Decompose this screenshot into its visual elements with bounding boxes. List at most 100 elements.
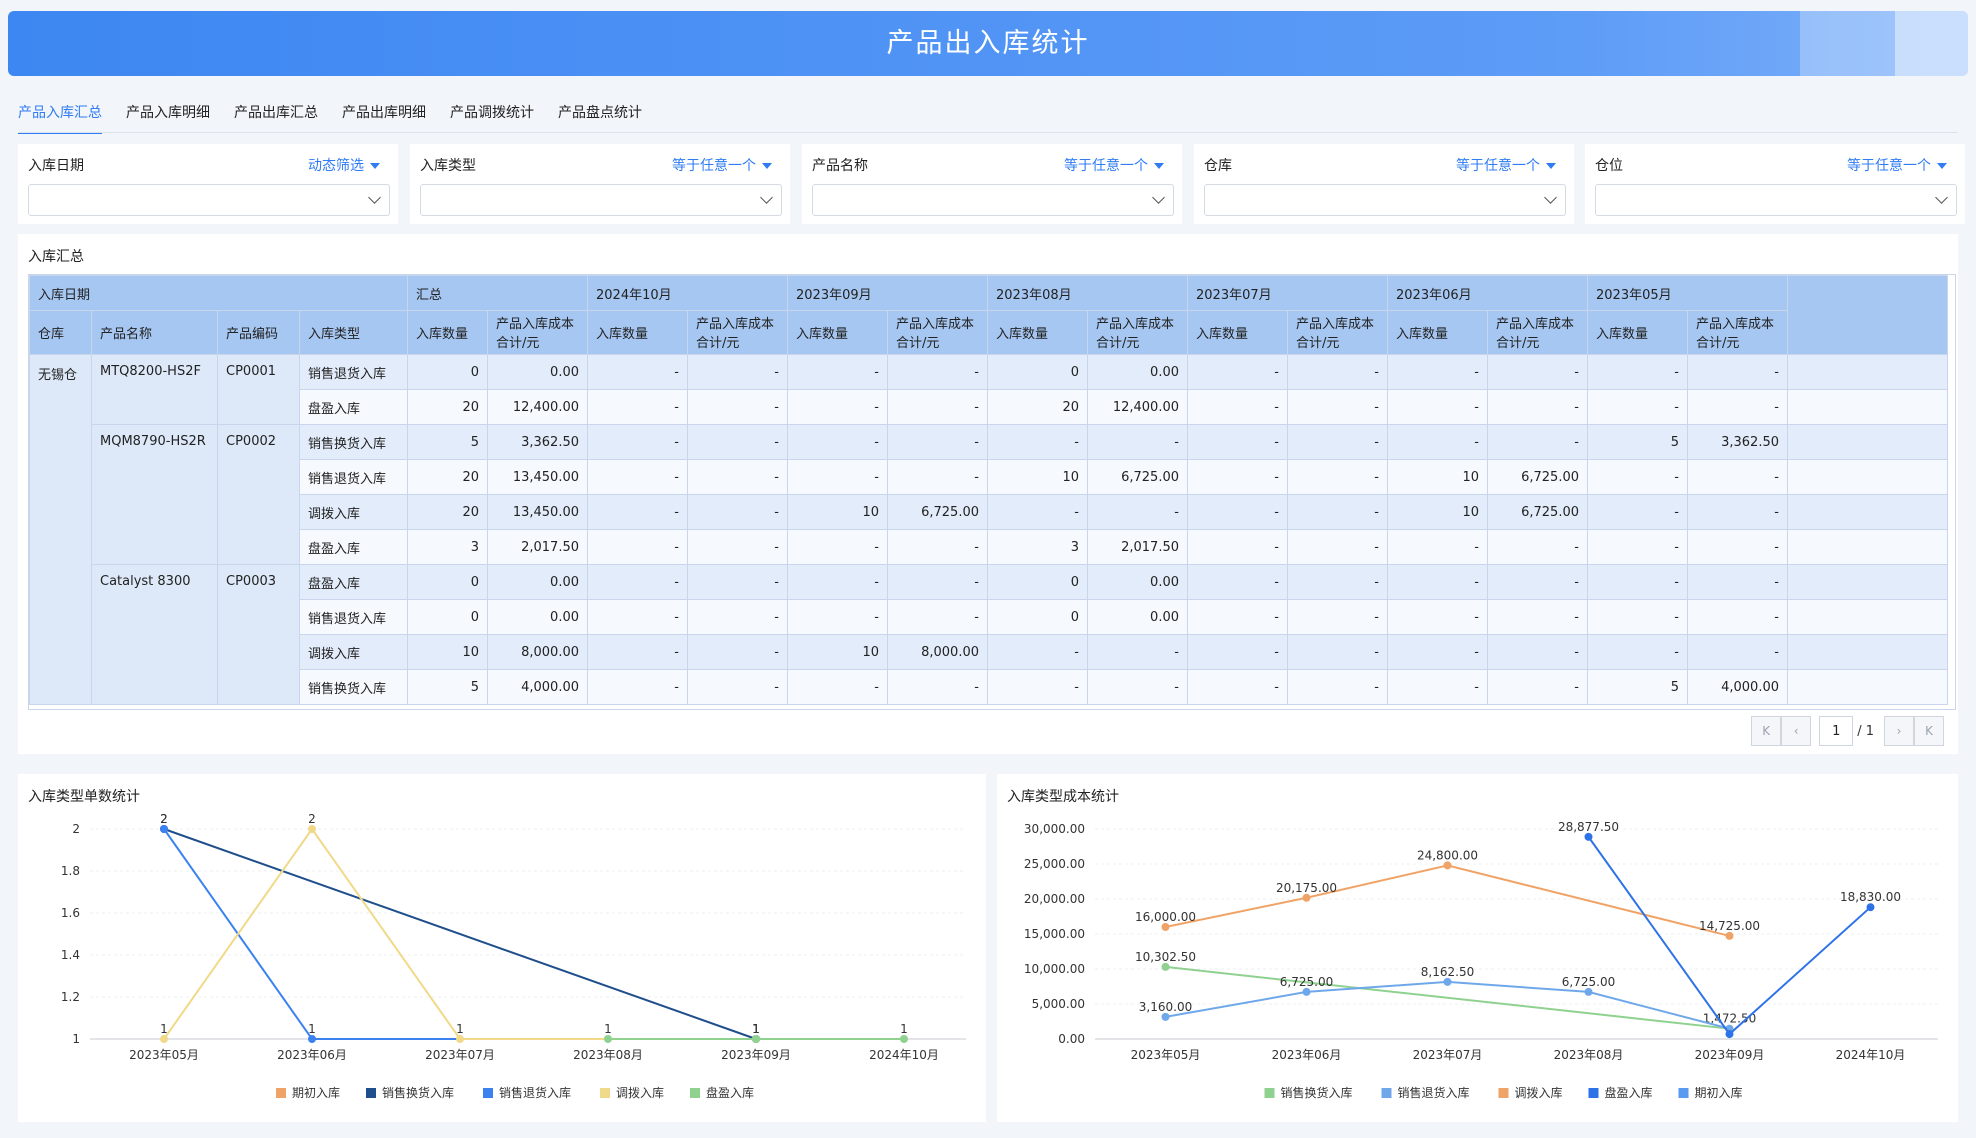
value-cell: -: [1287, 389, 1388, 425]
table-row[interactable]: 盘盈入库 20 12,400.00- - - -20 12,400.00- - - - - -: [30, 389, 1948, 425]
y-tick-label: 20,000.00: [1024, 892, 1085, 906]
value-cell: 0.00: [487, 354, 588, 390]
x-tick-label: 2023年08月: [573, 1048, 643, 1062]
value-cell: -: [1587, 529, 1688, 565]
legend-swatch: [1498, 1088, 1509, 1098]
value-cell: 6,725.00: [1087, 459, 1188, 495]
tab-1[interactable]: 产品入库明细: [126, 105, 210, 121]
tab-5[interactable]: 产品盘点统计: [558, 105, 642, 121]
filter-select[interactable]: [812, 184, 1174, 216]
header-col: 产品名称: [91, 310, 218, 355]
data-label: 20,175.00: [1276, 881, 1337, 895]
filter-mode-dropdown[interactable]: 等于任意一个: [672, 155, 772, 175]
filler-cell: [1787, 424, 1948, 460]
x-tick-label: 2024年10月: [1836, 1048, 1906, 1062]
value-cell: -: [1187, 459, 1288, 495]
y-tick-label: 10,000.00: [1024, 962, 1085, 976]
value-cell: 2,017.50: [1087, 529, 1188, 565]
data-label: 24,800.00: [1417, 848, 1478, 862]
table-row[interactable]: Catalyst 8300 CP0003 盘盈入库 0 0.00- - - -0 0.00- - -…: [30, 564, 1948, 705]
filter-select[interactable]: [1204, 184, 1566, 216]
value-cell: -: [887, 599, 988, 635]
value-cell: -: [1287, 669, 1388, 705]
filler-cell: [1787, 389, 1948, 425]
value-cell: 0.00: [1087, 599, 1188, 635]
filter-mode-dropdown[interactable]: 动态筛选: [308, 155, 380, 175]
summary-table-container[interactable]: 入库日期 汇总 2024年10月 2023年09月 2023年08月 2023年07月 20…: [28, 274, 1956, 710]
data-point: [1161, 1012, 1170, 1021]
header-col: 入库类型: [299, 310, 408, 355]
last-page-button[interactable]: K: [1914, 716, 1944, 746]
x-tick-label: 2023年05月: [1131, 1048, 1201, 1062]
data-label: 2: [160, 812, 168, 826]
divider: [18, 132, 1958, 133]
value-cell: 0.00: [487, 599, 588, 635]
value-cell: -: [1387, 529, 1488, 565]
data-label: 2: [308, 812, 316, 826]
value-cell: -: [887, 354, 988, 390]
data-point: [1443, 977, 1452, 986]
value-cell: -: [1587, 564, 1688, 600]
value-cell: -: [687, 354, 788, 390]
tab-2[interactable]: 产品出库汇总: [234, 105, 318, 121]
cost-chart-panel: 入库类型成本统计 0.00 5,000.00 10,000.00 15,000.00 2…: [997, 774, 1958, 1122]
table-row[interactable]: MQM8790-HS2R CP0002 销售换货入库 5 3,362.50- - - - - - -…: [30, 424, 1948, 565]
page-total: / 1: [1857, 723, 1874, 739]
legend-swatch: [690, 1088, 700, 1098]
filter-mode-dropdown[interactable]: 等于任意一个: [1847, 155, 1947, 175]
filler-cell: [1787, 494, 1948, 530]
legend-label: 盘盈入库: [1605, 1085, 1653, 1100]
value-cell: 6,725.00: [1487, 494, 1588, 530]
filter-select[interactable]: [1595, 184, 1957, 216]
tab-4[interactable]: 产品调拨统计: [450, 105, 534, 121]
type-cell: 调拨入库: [299, 634, 408, 670]
value-cell: -: [1187, 494, 1288, 530]
value-cell: -: [1187, 599, 1288, 635]
value-cell: -: [787, 529, 888, 565]
value-cell: -: [787, 424, 888, 460]
caret-down-icon: [1546, 163, 1556, 169]
type-cell: 盘盈入库: [299, 529, 408, 565]
data-label: 1: [900, 1022, 908, 1036]
table-row[interactable]: 无锡仓 MTQ8200-HS2F CP0001 销售退货入库 0 0.00- - - -0 0.0…: [29, 354, 1948, 705]
data-label: 1: [752, 1022, 760, 1036]
value-cell: 3: [987, 529, 1088, 565]
tab-3[interactable]: 产品出库明细: [342, 105, 426, 121]
value-cell: -: [687, 634, 788, 670]
filter-label: 入库日期: [28, 158, 84, 174]
value-cell: -: [1387, 669, 1488, 705]
filter-select[interactable]: [28, 184, 390, 216]
table-row[interactable]: 销售换货入库 5 4,000.00- - - - - - - - - -5 4,000.00: [30, 669, 1948, 705]
filler-cell: [1787, 529, 1948, 565]
value-cell: -: [587, 424, 688, 460]
table-row[interactable]: 调拨入库 10 8,000.00- -10 8,000.00- - - - - - - -: [30, 634, 1948, 670]
header-qty: 入库数量: [787, 310, 888, 355]
series-line: [1165, 864, 1730, 937]
table-row[interactable]: 销售退货入库 0 0.00- - - -0 0.00- - - - - -: [30, 599, 1948, 635]
header-filler: [1787, 275, 1948, 355]
page-number-input[interactable]: 1: [1819, 716, 1854, 746]
value-cell: -: [1387, 354, 1488, 390]
data-label: 10,302.50: [1135, 950, 1196, 964]
value-cell: 2,017.50: [487, 529, 588, 565]
tab-0[interactable]: 产品入库汇总: [18, 96, 102, 134]
next-page-button[interactable]: ›: [1884, 716, 1914, 746]
x-tick-label: 2023年07月: [1413, 1048, 1483, 1062]
value-cell: -: [1187, 634, 1288, 670]
filter-mode-label: 等于任意一个: [1064, 158, 1148, 174]
data-point: [160, 1035, 168, 1043]
value-cell: 12,400.00: [1087, 389, 1188, 425]
series-line: [1165, 980, 1730, 1030]
first-page-button[interactable]: K: [1751, 716, 1782, 746]
filter-mode-dropdown[interactable]: 等于任意一个: [1456, 155, 1556, 175]
prev-page-button[interactable]: ‹: [1781, 716, 1812, 746]
table-row[interactable]: 销售退货入库 20 13,450.00- - - -10 6,725.00- -10 6,725…: [30, 459, 1948, 495]
y-tick-label: 30,000.00: [1024, 822, 1085, 836]
table-row[interactable]: 盘盈入库 3 2,017.50- - - -3 2,017.50- - - - - -: [30, 529, 1948, 565]
filter-mode-dropdown[interactable]: 等于任意一个: [1064, 155, 1164, 175]
value-cell: 5: [407, 669, 488, 705]
table-row[interactable]: 调拨入库 20 13,450.00- -10 6,725.00- - - -10 6,725.0…: [30, 494, 1948, 530]
filter-select[interactable]: [420, 184, 782, 216]
value-cell: -: [1187, 669, 1288, 705]
filter-mode-label: 等于任意一个: [1847, 158, 1931, 174]
